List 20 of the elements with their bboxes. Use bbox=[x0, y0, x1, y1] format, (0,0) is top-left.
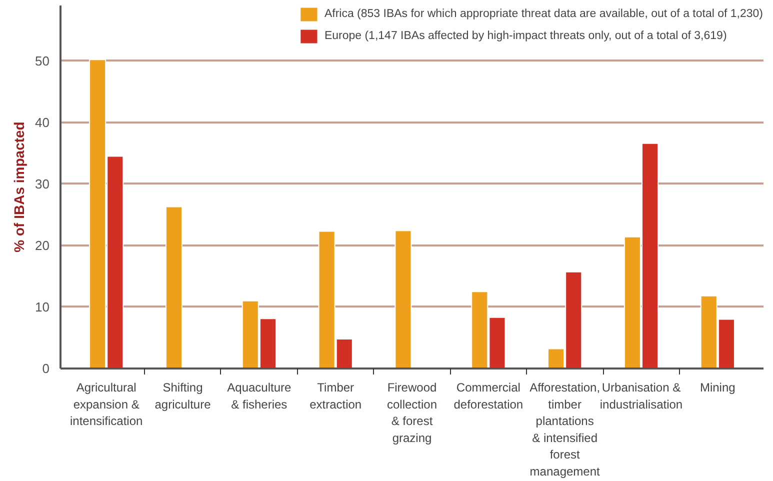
x-tick-label: Agricultural expansion & intensification bbox=[70, 380, 143, 428]
y-tick-label: 40 bbox=[35, 114, 50, 130]
x-tick-label: Urbanisation & industrialisation bbox=[600, 380, 683, 412]
y-tick-label: 30 bbox=[35, 176, 50, 192]
x-tick-label: Aquaculture & fisheries bbox=[227, 380, 292, 412]
y-tick-label: 10 bbox=[35, 299, 50, 314]
legend-label: Africa (853 IBAs for which appropriate threat data are available, out of a total of 1,230) bbox=[324, 8, 763, 20]
x-tick-label: Commercial deforestation bbox=[454, 380, 524, 412]
legend-label: Europe (1,147 IBAs affected by high-impact threats only, out of a total of 3,619) bbox=[324, 30, 727, 42]
bar bbox=[394, 230, 412, 368]
y-axis-title: % of IBAs impacted bbox=[11, 122, 28, 252]
x-tick-label: Firewood collection & forest grazing bbox=[386, 380, 438, 445]
x-tick-label: Afforestation, timber plantations & intensified forest management bbox=[530, 380, 601, 478]
y-tick-label: 50 bbox=[35, 53, 50, 68]
y-tick-label: 20 bbox=[35, 238, 50, 253]
x-tick-label: Mining bbox=[700, 380, 736, 394]
x-tick-label: Timber extraction bbox=[310, 380, 362, 412]
x-tick-label: Shifting agriculture bbox=[154, 380, 212, 412]
bar bbox=[165, 206, 182, 368]
y-tick-label: 0 bbox=[42, 361, 50, 376]
